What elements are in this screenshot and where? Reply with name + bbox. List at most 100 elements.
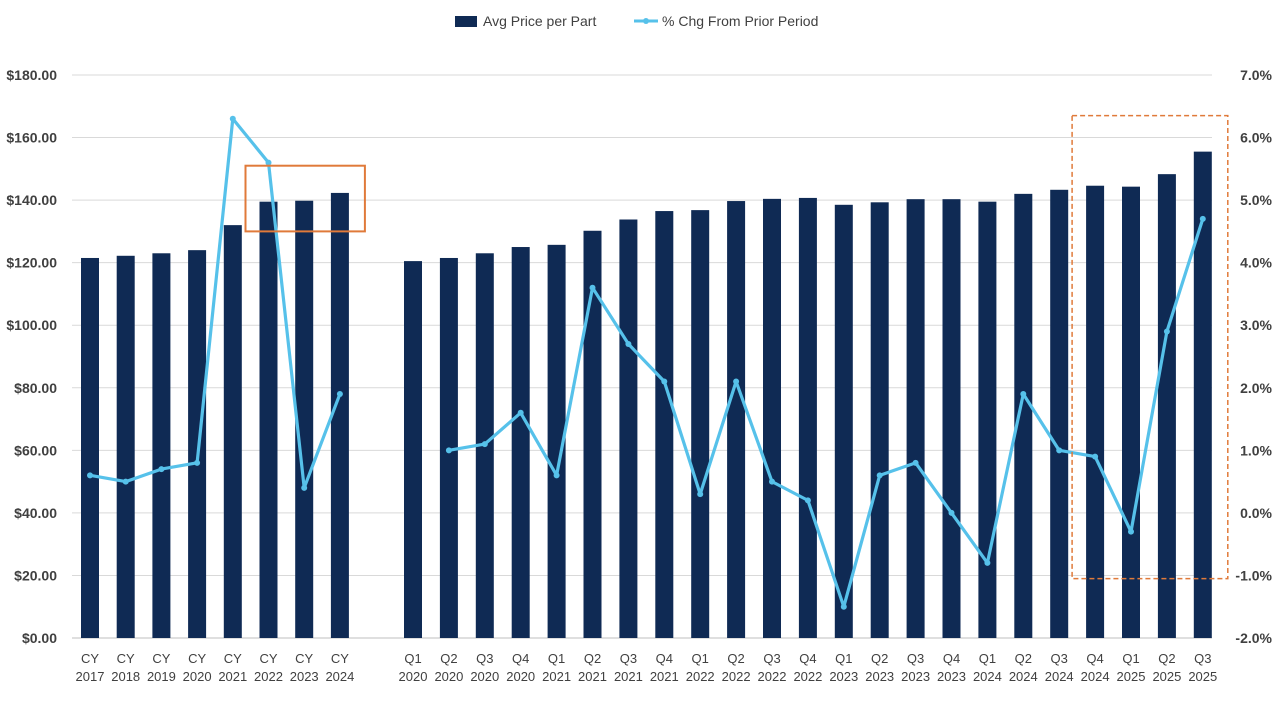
x-tick-label: 2024 bbox=[1081, 669, 1110, 684]
legend-bar-swatch bbox=[455, 16, 477, 27]
bar bbox=[1193, 151, 1212, 638]
x-tick-label: Q2 bbox=[871, 651, 888, 666]
x-tick-label: 2023 bbox=[829, 669, 858, 684]
x-tick-label: CY bbox=[331, 651, 349, 666]
x-tick-label: CY bbox=[152, 651, 170, 666]
x-tick-label: 2023 bbox=[865, 669, 894, 684]
x-tick-label: Q1 bbox=[404, 651, 421, 666]
line-series bbox=[87, 115, 1206, 610]
line-point bbox=[445, 447, 452, 454]
right-tick-label: 0.0% bbox=[1240, 505, 1272, 521]
bar bbox=[655, 211, 674, 638]
x-tick-label: 2020 bbox=[399, 669, 428, 684]
line-point bbox=[265, 159, 272, 166]
x-tick-label: Q1 bbox=[979, 651, 996, 666]
x-tick-label: 2020 bbox=[506, 669, 535, 684]
bar bbox=[942, 199, 961, 638]
line-point bbox=[984, 559, 991, 566]
x-tick-label: 2023 bbox=[937, 669, 966, 684]
x-tick-label: Q2 bbox=[584, 651, 601, 666]
line-point bbox=[481, 441, 488, 448]
line-point bbox=[229, 115, 236, 122]
x-tick-label: CY bbox=[188, 651, 206, 666]
series-line bbox=[448, 218, 1205, 609]
line-point bbox=[1020, 391, 1027, 398]
bar bbox=[547, 244, 566, 639]
line-point bbox=[122, 478, 129, 485]
right-tick-label: 3.0% bbox=[1240, 317, 1272, 333]
x-tick-label: 2022 bbox=[254, 669, 283, 684]
line-point bbox=[625, 340, 632, 347]
x-tick-label: 2020 bbox=[434, 669, 463, 684]
left-tick-label: $100.00 bbox=[6, 317, 57, 333]
line-point bbox=[733, 378, 740, 385]
x-tick-label: Q4 bbox=[799, 651, 816, 666]
right-tick-label: -2.0% bbox=[1235, 630, 1272, 646]
x-tick-label: Q1 bbox=[548, 651, 565, 666]
x-tick-label: Q3 bbox=[907, 651, 924, 666]
x-tick-label: Q3 bbox=[620, 651, 637, 666]
bar bbox=[727, 201, 746, 638]
bar bbox=[404, 261, 422, 638]
bar bbox=[906, 199, 925, 638]
bar bbox=[1157, 174, 1176, 638]
x-tick-label: Q3 bbox=[476, 651, 493, 666]
x-tick-label: Q4 bbox=[512, 651, 529, 666]
line-point bbox=[301, 484, 308, 491]
bar bbox=[1014, 193, 1033, 638]
bar bbox=[978, 201, 997, 639]
bar bbox=[619, 219, 638, 638]
left-tick-label: $20.00 bbox=[14, 567, 57, 583]
right-tick-label: 5.0% bbox=[1240, 192, 1272, 208]
x-tick-label: 2022 bbox=[758, 669, 787, 684]
x-tick-label: 2020 bbox=[183, 669, 212, 684]
x-tick-label: Q4 bbox=[1086, 651, 1103, 666]
right-axis: -2.0% -1.0% 0.0% 1.0% 2.0% 3.0% 4.0% 5.0% 6.0% 7.… bbox=[1235, 67, 1272, 646]
x-tick-label: 2024 bbox=[1009, 669, 1038, 684]
right-tick-label: 1.0% bbox=[1240, 442, 1272, 458]
bar bbox=[583, 230, 602, 638]
x-tick-label: CY bbox=[81, 651, 99, 666]
left-tick-label: $160.00 bbox=[6, 130, 57, 146]
line-point bbox=[804, 497, 811, 504]
right-tick-label: 2.0% bbox=[1240, 380, 1272, 396]
x-tick-label: CY bbox=[117, 651, 135, 666]
x-tick-label: 2023 bbox=[290, 669, 319, 684]
bar bbox=[798, 197, 817, 638]
x-tick-label: 2019 bbox=[147, 669, 176, 684]
x-tick-label: 2021 bbox=[614, 669, 643, 684]
line-point bbox=[194, 459, 201, 466]
x-tick-label: Q2 bbox=[440, 651, 457, 666]
line-point bbox=[336, 391, 343, 398]
bar bbox=[834, 204, 853, 638]
line-point bbox=[661, 378, 668, 385]
x-tick-label: 2025 bbox=[1117, 669, 1146, 684]
left-tick-label: $60.00 bbox=[14, 442, 57, 458]
x-tick-label: 2024 bbox=[973, 669, 1002, 684]
x-tick-label: 2023 bbox=[901, 669, 930, 684]
x-tick-label: 2022 bbox=[793, 669, 822, 684]
x-tick-label: CY bbox=[295, 651, 313, 666]
bar bbox=[870, 202, 889, 639]
bar bbox=[295, 200, 314, 638]
bar bbox=[691, 210, 710, 638]
right-tick-label: -1.0% bbox=[1235, 567, 1272, 583]
left-tick-label: $40.00 bbox=[14, 505, 57, 521]
x-tick-label: 2024 bbox=[1045, 669, 1074, 684]
x-tick-label: 2021 bbox=[542, 669, 571, 684]
bar bbox=[763, 198, 781, 639]
x-tick-label: 2025 bbox=[1188, 669, 1217, 684]
line-point bbox=[1199, 215, 1206, 222]
line-point bbox=[840, 603, 847, 610]
legend-line-marker bbox=[643, 18, 649, 24]
legend-bar-label: Avg Price per Part bbox=[483, 13, 596, 29]
left-tick-label: $180.00 bbox=[6, 67, 57, 83]
line-point bbox=[517, 409, 524, 416]
right-tick-label: 4.0% bbox=[1240, 255, 1272, 271]
line-point bbox=[589, 284, 596, 291]
right-tick-label: 7.0% bbox=[1240, 67, 1272, 83]
legend-line-label: % Chg From Prior Period bbox=[662, 13, 818, 29]
x-tick-label: Q2 bbox=[727, 651, 744, 666]
left-tick-label: $140.00 bbox=[6, 192, 57, 208]
line-point bbox=[87, 472, 93, 479]
